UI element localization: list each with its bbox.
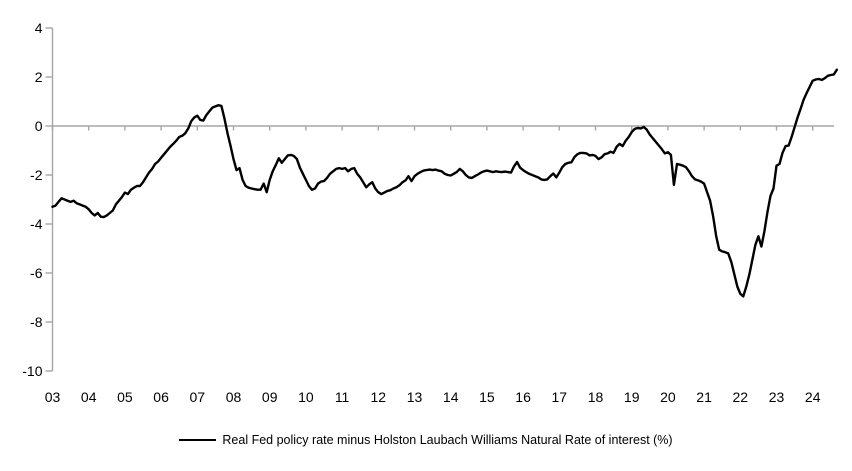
y-tick-label: -6 [30, 265, 43, 281]
y-tick-label: -4 [30, 216, 43, 232]
x-tick-label: 07 [190, 389, 206, 405]
series-line [51, 68, 838, 298]
x-tick-label: 14 [443, 389, 459, 405]
y-tick-label: -2 [30, 167, 43, 183]
x-tick-label: 05 [117, 389, 133, 405]
x-tick-label: 18 [588, 389, 604, 405]
x-tick-label: 17 [552, 389, 568, 405]
x-axis: 03 04 05 06 07 08 09 10 11 12 13 14 15 16 17 18 19 20 21 22… [45, 125, 834, 405]
y-tick-label: 4 [35, 20, 43, 36]
y-tick-label: -8 [30, 314, 43, 330]
x-tick-label: 10 [298, 389, 314, 405]
x-tick-label: 04 [81, 389, 97, 405]
legend: Real Fed policy rate minus Holston Lauba… [0, 433, 852, 447]
x-tick-label: 03 [45, 389, 61, 405]
y-tick-label: 2 [35, 69, 43, 85]
x-tick-label: 06 [153, 389, 169, 405]
legend-label: Real Fed policy rate minus Holston Lauba… [222, 433, 673, 447]
x-tick-label: 09 [262, 389, 278, 405]
x-tick-label: 13 [407, 389, 423, 405]
x-tick-label: 11 [335, 389, 350, 405]
x-tick-label: 23 [769, 389, 785, 405]
y-tick-label: -10 [22, 363, 42, 379]
x-tick-label: 12 [371, 389, 387, 405]
y-axis: 4 2 0 -2 -4 -6 -8 -10 [22, 20, 54, 379]
legend-line-swatch [179, 439, 217, 441]
x-tick-label: 24 [805, 389, 821, 405]
x-tick-label: 20 [660, 389, 676, 405]
x-tick-label: 21 [696, 389, 712, 405]
x-tick-label: 08 [226, 389, 242, 405]
y-tick-label: 0 [35, 118, 43, 134]
x-tick-label: 15 [479, 389, 495, 405]
x-tick-label: 19 [624, 389, 640, 405]
x-tick-label: 16 [515, 389, 531, 405]
x-tick-label: 22 [733, 389, 749, 405]
